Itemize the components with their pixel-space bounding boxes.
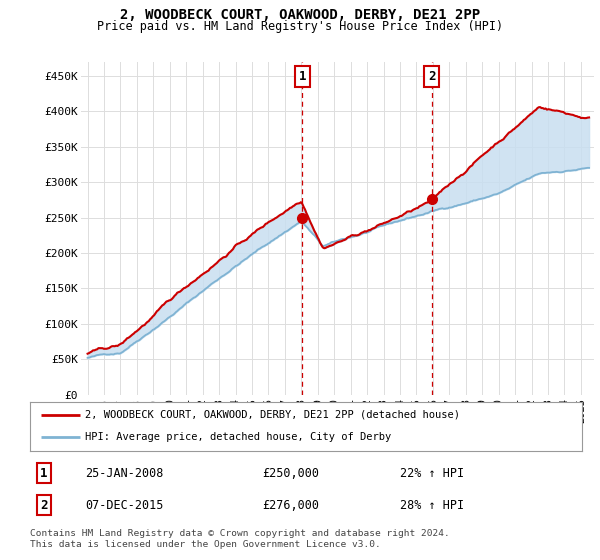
Text: 07-DEC-2015: 07-DEC-2015	[85, 499, 164, 512]
Text: 2: 2	[428, 70, 435, 83]
Text: 1: 1	[299, 70, 306, 83]
Text: Contains HM Land Registry data © Crown copyright and database right 2024.
This d: Contains HM Land Registry data © Crown c…	[30, 529, 450, 549]
Text: 2, WOODBECK COURT, OAKWOOD, DERBY, DE21 2PP (detached house): 2, WOODBECK COURT, OAKWOOD, DERBY, DE21 …	[85, 410, 460, 420]
Text: 25-JAN-2008: 25-JAN-2008	[85, 466, 164, 480]
Text: Price paid vs. HM Land Registry's House Price Index (HPI): Price paid vs. HM Land Registry's House …	[97, 20, 503, 32]
Text: 2: 2	[40, 499, 47, 512]
Text: £276,000: £276,000	[262, 499, 319, 512]
Text: HPI: Average price, detached house, City of Derby: HPI: Average price, detached house, City…	[85, 432, 391, 442]
Text: 2, WOODBECK COURT, OAKWOOD, DERBY, DE21 2PP: 2, WOODBECK COURT, OAKWOOD, DERBY, DE21 …	[120, 8, 480, 22]
Text: 1: 1	[40, 466, 47, 480]
Text: 22% ↑ HPI: 22% ↑ HPI	[400, 466, 464, 480]
Text: £250,000: £250,000	[262, 466, 319, 480]
Text: 28% ↑ HPI: 28% ↑ HPI	[400, 499, 464, 512]
